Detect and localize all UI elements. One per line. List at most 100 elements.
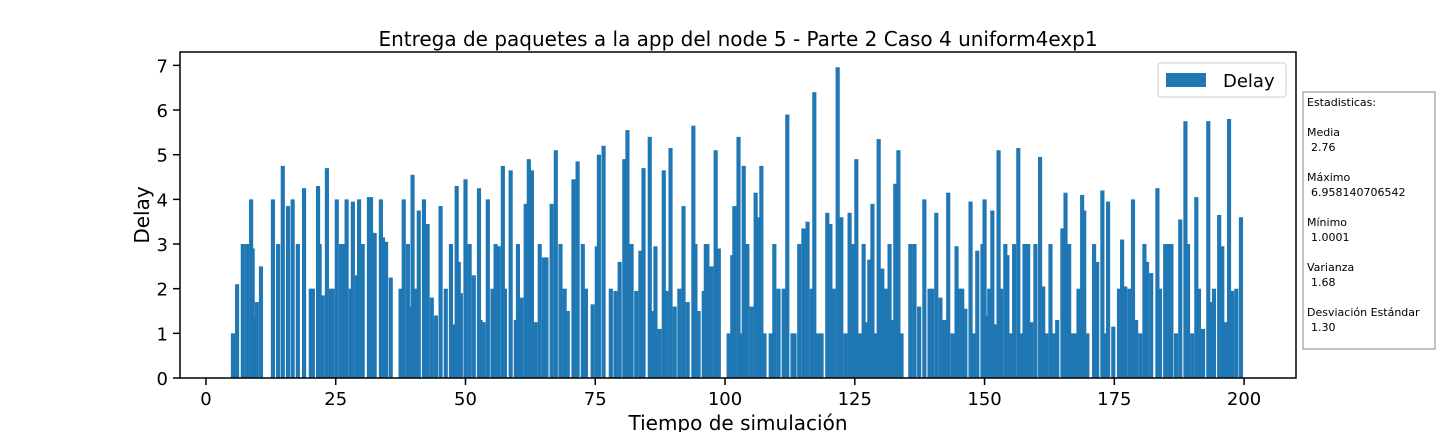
bar — [861, 244, 866, 378]
y-tick-label: 5 — [157, 146, 168, 167]
bar — [1029, 322, 1034, 378]
bar — [1009, 333, 1014, 378]
bar — [383, 241, 389, 378]
bar — [320, 295, 325, 378]
bar — [753, 192, 758, 378]
bar — [999, 288, 1004, 378]
bar — [1220, 246, 1225, 378]
bar — [896, 150, 901, 378]
bar — [1076, 288, 1081, 378]
bar — [1041, 286, 1046, 378]
stats-box — [1302, 91, 1436, 350]
bar — [533, 322, 538, 378]
bar — [413, 288, 418, 378]
bar — [617, 261, 622, 378]
bar — [664, 290, 669, 378]
bar — [1016, 148, 1021, 378]
bar — [749, 306, 754, 378]
bar — [541, 257, 546, 378]
bar — [357, 199, 362, 378]
bar — [549, 203, 554, 378]
stats-label: Máximo — [1307, 171, 1351, 184]
bar — [805, 221, 810, 378]
bar — [565, 311, 570, 378]
bar — [1138, 333, 1143, 378]
bar — [1100, 190, 1105, 378]
y-axis-label: Delay — [130, 186, 154, 244]
bar — [1169, 244, 1174, 378]
bar — [1038, 156, 1043, 378]
bar — [270, 199, 275, 378]
bar — [1226, 118, 1232, 378]
bar — [1230, 290, 1235, 378]
bar — [575, 161, 580, 378]
bar — [987, 288, 992, 378]
bar — [942, 319, 947, 378]
bar — [864, 322, 869, 378]
bar — [523, 203, 528, 378]
bar — [301, 188, 307, 378]
bar — [1111, 326, 1116, 378]
bar — [917, 306, 922, 378]
bar — [254, 302, 259, 378]
bar — [529, 170, 535, 378]
bar — [975, 250, 980, 378]
bar — [467, 244, 472, 378]
bar — [490, 288, 495, 378]
bar — [601, 145, 606, 378]
stats-label: Mínimo — [1307, 216, 1347, 229]
x-axis-label: Tiempo de simulación — [627, 411, 847, 432]
bar — [653, 246, 658, 378]
bar — [657, 328, 662, 378]
x-tick-label: 75 — [584, 389, 607, 410]
bar — [478, 319, 483, 378]
bar — [1055, 319, 1060, 378]
bar — [835, 67, 840, 378]
stats-value: 1.68 — [1311, 276, 1336, 289]
bar — [1033, 244, 1038, 378]
bar — [693, 244, 698, 378]
x-tick-label: 125 — [838, 389, 872, 410]
bar — [250, 248, 255, 378]
bar — [285, 206, 291, 378]
bar — [672, 306, 677, 378]
bar — [1019, 333, 1024, 378]
bar — [1234, 288, 1239, 378]
y-tick-label: 7 — [157, 56, 168, 77]
bar — [930, 288, 935, 378]
bar — [668, 148, 673, 378]
bar — [1211, 288, 1217, 378]
bar — [280, 165, 285, 378]
bar — [880, 268, 885, 378]
bar — [946, 192, 951, 378]
stats-label: Varianza — [1307, 261, 1354, 274]
y-tick-label: 2 — [157, 280, 168, 301]
bar — [526, 159, 531, 378]
bar — [1142, 244, 1147, 378]
legend-label: Delay — [1223, 71, 1275, 92]
plot-frame — [179, 51, 1297, 379]
bar — [812, 92, 817, 379]
bar — [515, 244, 520, 378]
bar — [819, 333, 824, 378]
bar — [934, 212, 939, 378]
bar — [360, 244, 365, 378]
bar — [1082, 210, 1087, 378]
bar — [502, 288, 508, 378]
bar — [963, 308, 968, 378]
bar — [1190, 333, 1195, 378]
bar — [1063, 192, 1068, 378]
bar — [1130, 199, 1136, 378]
bar — [857, 333, 862, 378]
bar — [801, 228, 806, 378]
bar — [890, 319, 895, 378]
y-tick-label: 0 — [157, 369, 168, 390]
chart-title: Entrega de paquetes a la app del node 5 … — [378, 27, 1097, 51]
bar — [448, 244, 454, 378]
bar — [1005, 255, 1010, 378]
bar — [429, 297, 434, 378]
bar — [496, 246, 501, 378]
bar — [1123, 286, 1128, 378]
bar — [792, 333, 797, 378]
x-tick-label: 100 — [708, 389, 742, 410]
